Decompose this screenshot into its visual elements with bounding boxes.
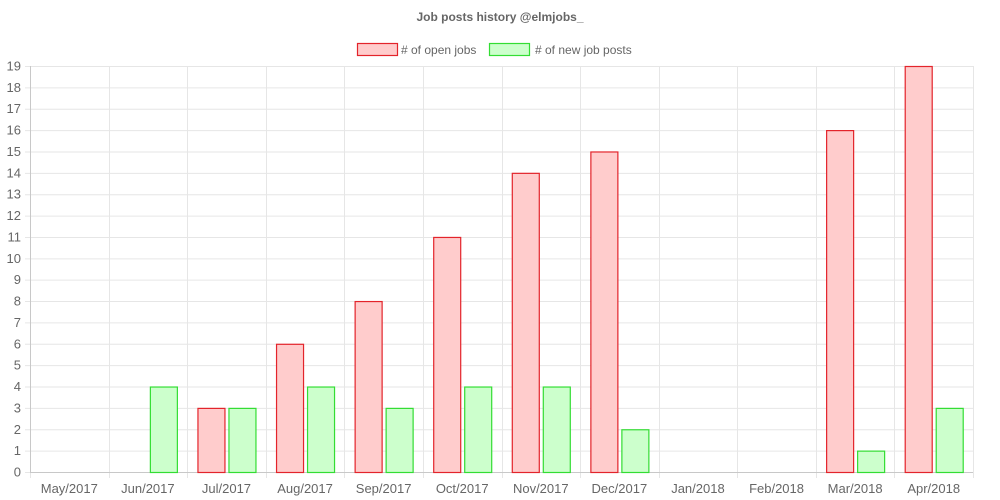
new-job-posts-bar: [385, 407, 414, 474]
x-tick-label: Aug/2017: [277, 481, 333, 496]
y-tick-label: 1: [14, 443, 21, 458]
chart-title: Job posts history @elmjobs_: [416, 10, 583, 24]
bars: [149, 65, 964, 474]
y-tick-label: 3: [14, 400, 21, 415]
y-tick-label: 19: [7, 59, 21, 74]
x-tick-label: Nov/2017: [513, 481, 569, 496]
legend-swatch: [356, 42, 399, 57]
x-tick-label: Oct/2017: [436, 481, 489, 496]
y-tick-label: 5: [14, 358, 21, 373]
y-tick-label: 8: [14, 294, 21, 309]
new-job-posts-bar: [306, 386, 336, 474]
x-axis: May/2017 Jun/2017 Jul/2017 Aug/2017 Sep/2017…: [41, 481, 960, 496]
new-job-posts-bar: [149, 386, 178, 474]
y-tick-label: 7: [14, 315, 21, 330]
legend-label: # of open jobs: [401, 43, 476, 57]
new-job-posts-bar: [464, 386, 493, 474]
y-tick-label: 15: [7, 144, 21, 159]
y-tick-label: 17: [7, 101, 21, 116]
x-tick-label: May/2017: [41, 481, 98, 496]
y-tick-label: 9: [14, 272, 21, 287]
y-tick-label: 2: [14, 422, 21, 437]
open-jobs-bar: [590, 151, 619, 474]
legend-label: # of new job posts: [535, 43, 632, 57]
open-jobs-bar: [275, 343, 305, 474]
open-jobs-bar: [433, 236, 462, 474]
open-jobs-bar: [511, 172, 540, 474]
y-tick-label: 11: [8, 229, 22, 244]
x-tick-label: Sep/2017: [356, 481, 412, 496]
new-job-posts-bar: [935, 407, 964, 474]
y-tick-label: 0: [14, 465, 21, 480]
open-jobs-bar: [354, 300, 383, 474]
x-tick-label: Feb/2018: [749, 481, 804, 496]
x-tick-label: Apr/2018: [907, 481, 960, 496]
x-tick-label: Jan/2018: [671, 481, 725, 496]
y-tick-label: 6: [14, 336, 21, 351]
new-job-posts-bar: [542, 386, 571, 474]
open-jobs-bar: [197, 407, 226, 474]
x-tick-label: Jul/2017: [202, 481, 251, 496]
legend-swatch: [488, 42, 531, 57]
y-tick-label: 10: [7, 251, 21, 266]
y-tick-label: 4: [14, 379, 21, 394]
x-tick-label: Dec/2017: [592, 481, 648, 496]
y-tick-label: 16: [7, 123, 21, 138]
new-job-posts-bar: [857, 450, 886, 474]
y-tick-label: 13: [7, 187, 21, 202]
open-jobs-bar: [904, 65, 933, 474]
new-job-posts-bar: [228, 407, 257, 474]
y-tick-label: 14: [7, 165, 21, 180]
x-tick-label: Mar/2018: [828, 481, 883, 496]
open-jobs-bar: [826, 130, 855, 474]
x-tick-label: Jun/2017: [121, 481, 175, 496]
new-job-posts-bar: [621, 429, 650, 474]
y-tick-label: 18: [7, 80, 21, 95]
grid: [25, 66, 974, 478]
y-tick-label: 12: [7, 208, 21, 223]
legend: # of open jobs # of new job posts: [356, 42, 632, 57]
